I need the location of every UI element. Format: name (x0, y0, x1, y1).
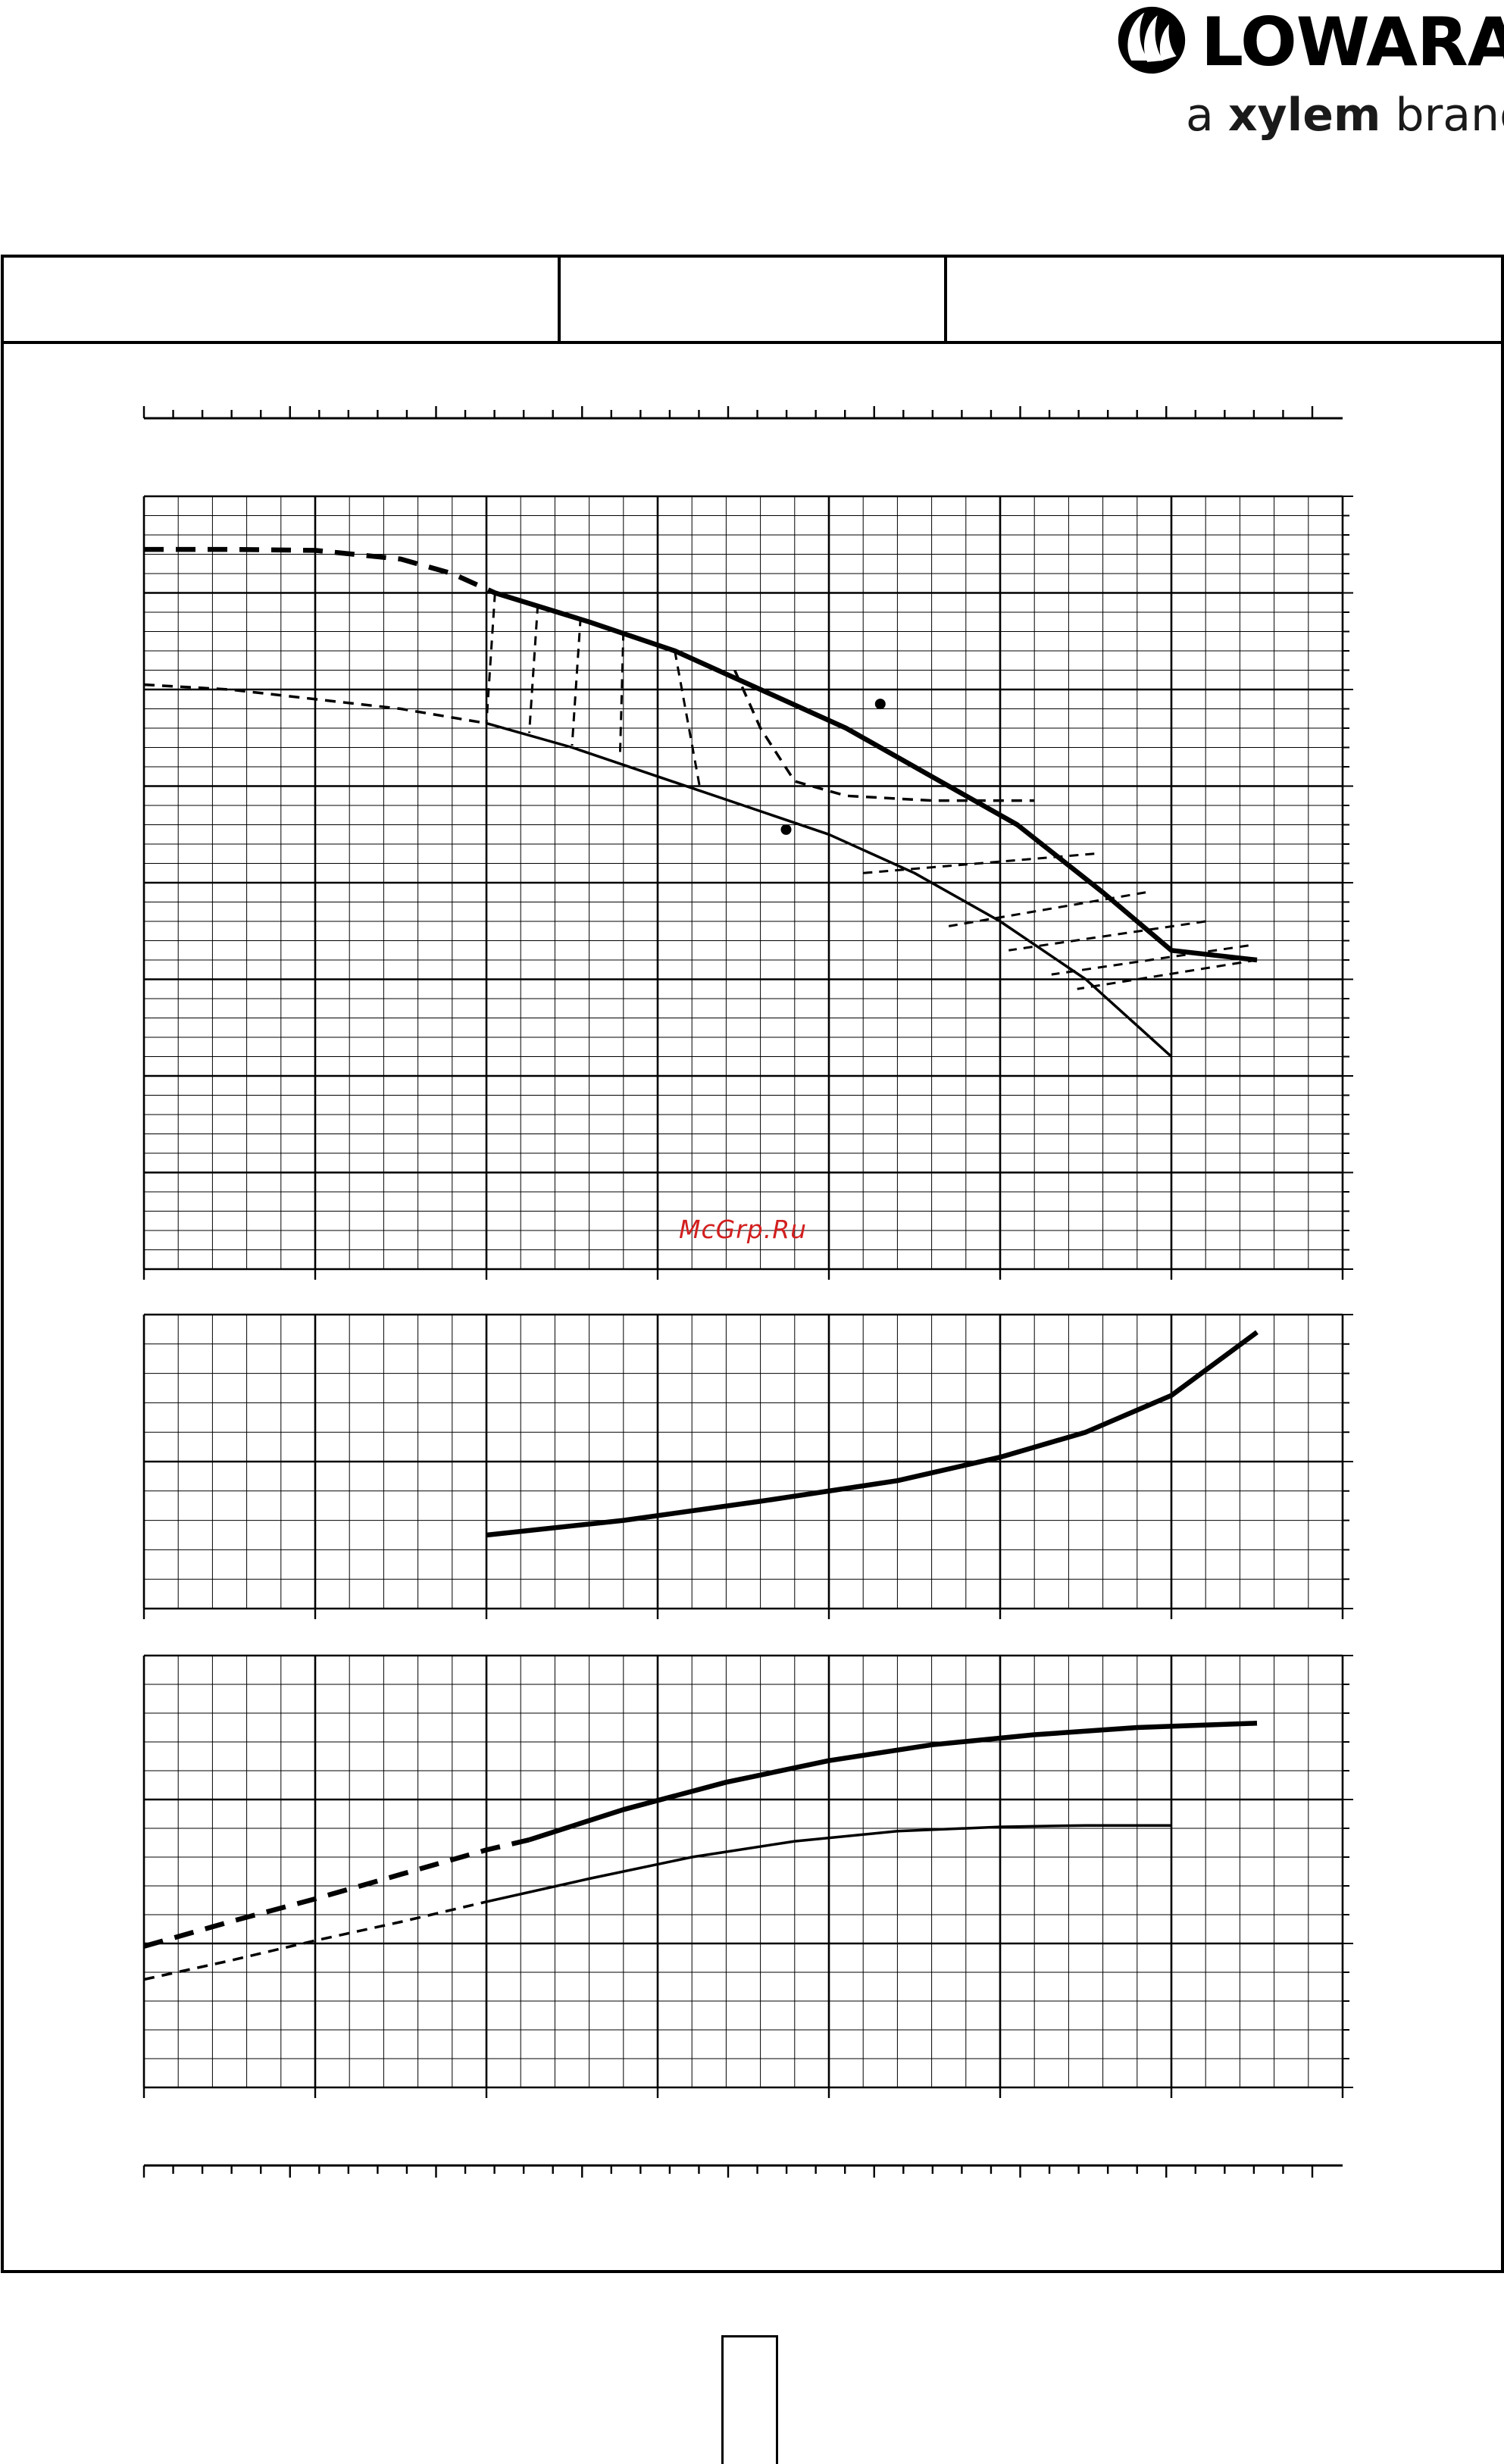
page-frame (1, 255, 1504, 2273)
series-line-thick-dashed (143, 1837, 530, 1949)
brand-name: LOWARA (1201, 3, 1504, 81)
lowara-drop-icon (1118, 6, 1186, 74)
hatch-line (863, 852, 1095, 874)
series-line-thin (486, 721, 1173, 1058)
duty-point-marker (874, 699, 886, 710)
brand-tagline: a xylem brand (1186, 92, 1504, 138)
series-line-thick-dashed (144, 546, 496, 596)
hatch-line (674, 650, 702, 792)
hatch-line (618, 631, 625, 758)
hatch-line (1008, 920, 1206, 952)
series-line-thick (528, 1721, 1258, 1843)
duty-point-marker (780, 824, 792, 835)
tagline-brand: xylem (1227, 89, 1381, 142)
tagline-suffix: brand (1395, 89, 1504, 142)
power-chart (142, 1313, 1353, 1619)
series-line-thin-dashed (733, 669, 1035, 802)
head-chart (142, 495, 1353, 1280)
hatch-line (1077, 958, 1258, 990)
series-line-thin-dashed (143, 683, 487, 725)
page-number-box (721, 2335, 778, 2464)
tagline-prefix: a (1186, 89, 1214, 142)
series-line-thick (486, 1330, 1259, 1538)
watermark: McGrp.Ru (679, 1215, 808, 1244)
series-line-thin (486, 1824, 1171, 1903)
hatch-line (571, 617, 582, 746)
series-line-thin-dashed (143, 1900, 487, 1981)
hatch-line (528, 604, 539, 733)
hatch-line (1051, 944, 1249, 976)
series-line-thick (494, 590, 1258, 963)
secondary-scales (142, 406, 1343, 2178)
brand-logo: LOWARA a xylem brand (1106, 0, 1504, 152)
hatch-line (485, 593, 496, 724)
npsh-chart (142, 1654, 1353, 2098)
hatch-line (948, 891, 1146, 927)
